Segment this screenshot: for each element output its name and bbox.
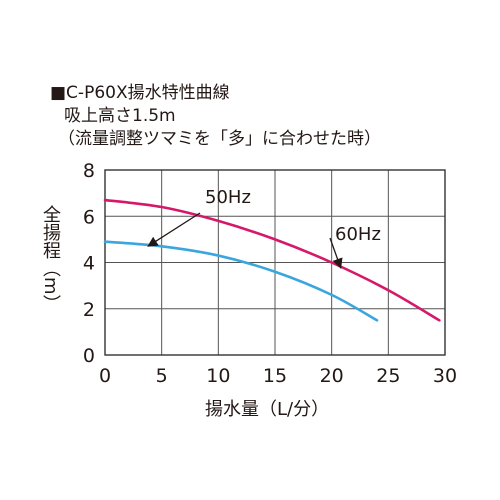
x-tick-label-1: 5 [156, 365, 168, 387]
y-tick-label-0: 0 [83, 345, 95, 367]
series-line-60hz [103, 198, 441, 322]
y-axis-label: 全揚程（m） [40, 205, 61, 313]
annotation-arrow-60hz [329, 237, 343, 269]
chart-series [103, 198, 441, 322]
y-tick-label-3: 6 [83, 206, 95, 228]
y-tick-label-4: 8 [83, 160, 95, 182]
y-tick-labels: 0 2 4 6 8 [83, 160, 95, 367]
x-tick-label-4: 20 [320, 365, 344, 387]
x-tick-labels: 0 5 10 15 20 25 30 [99, 365, 457, 387]
plot-border [104, 169, 446, 356]
series-label-60hz: 60Hz [335, 224, 381, 245]
plot-frame [104, 169, 446, 356]
y-tick-label-2: 4 [83, 253, 95, 275]
x-tick-label-0: 0 [99, 365, 111, 387]
x-tick-label-5: 25 [376, 365, 400, 387]
x-tick-label-3: 15 [263, 365, 287, 387]
chart-subtitle-condition: （流量調整ツマミを「多」に合わせた時） [58, 129, 381, 149]
y-tick-label-1: 2 [83, 299, 95, 321]
series-annotations: 50Hz 60Hz [147, 187, 381, 269]
x-axis-label: 揚水量（L/分） [205, 399, 330, 420]
annotation-arrow-50hz [147, 212, 201, 247]
chart-grid [104, 169, 446, 356]
x-tick-label-2: 10 [206, 365, 230, 387]
chart-title-block: ■C-P60X揚水特性曲線 吸上高さ1.5m （流量調整ツマミを「多」に合わせた… [50, 82, 381, 151]
chart-subtitle-suction-height: 吸上高さ1.5m [64, 106, 176, 126]
chart-title: ■C-P60X揚水特性曲線 [50, 83, 230, 103]
x-tick-label-6: 30 [433, 365, 457, 387]
series-label-50hz: 50Hz [205, 187, 251, 208]
